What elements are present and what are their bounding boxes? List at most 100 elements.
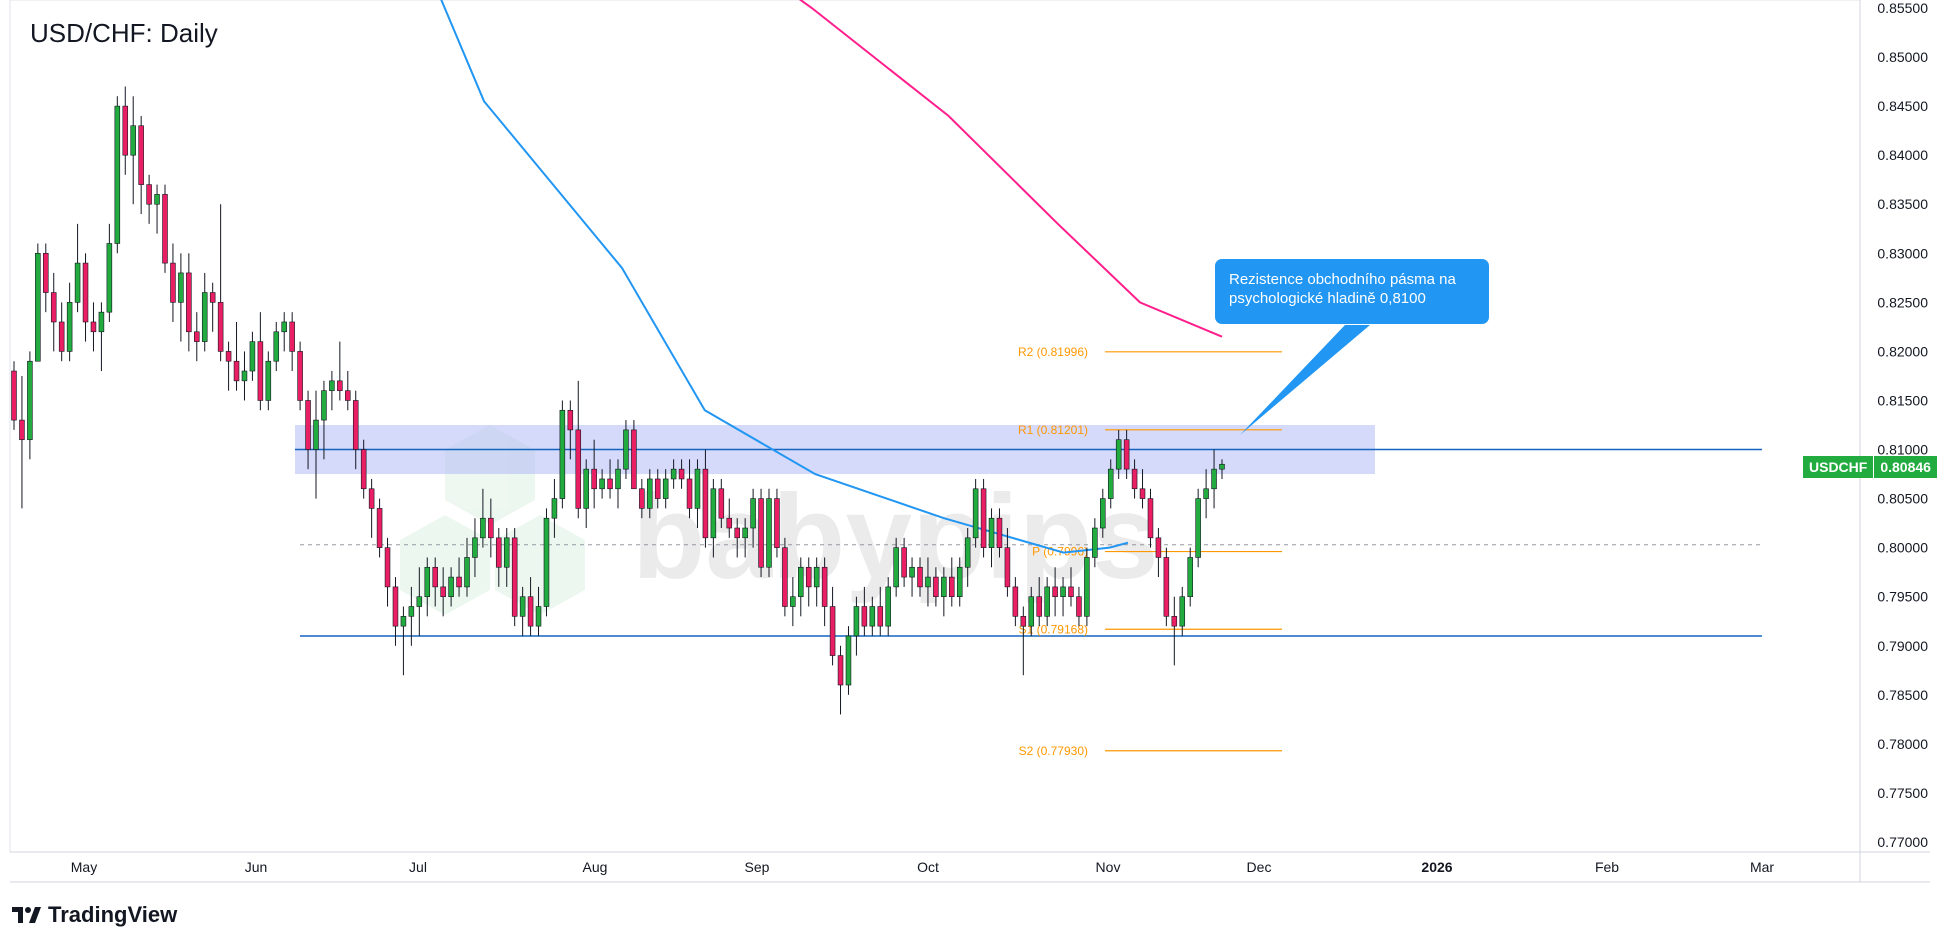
level-layer: R2 (0.81996)R1 (0.81201)P (0.7996)S1 (0.…: [295, 345, 1762, 758]
candle-body: [1147, 498, 1154, 539]
candle-body: [631, 429, 637, 490]
candle-body: [58, 321, 65, 352]
candle-body: [535, 606, 542, 627]
candle-body: [19, 419, 25, 441]
annotation-callout[interactable]: Rezistence obchodního pásma na psycholog…: [1215, 259, 1489, 324]
y-tick-label: 0.82000: [1877, 343, 1928, 359]
candle-body: [503, 537, 510, 568]
candle-body: [917, 566, 923, 588]
candle-body: [1107, 468, 1114, 499]
candle-body: [162, 194, 168, 264]
candle-body: [909, 566, 915, 578]
candle-body: [670, 468, 677, 480]
candle-body: [1044, 586, 1050, 617]
candle-body: [583, 468, 589, 509]
x-tick-label: Mar: [1750, 859, 1774, 875]
candle-body: [678, 468, 685, 480]
candle-body: [424, 566, 431, 598]
candle-layer: [11, 86, 1225, 715]
candle-body: [1060, 586, 1066, 598]
pivot-s1-label: S1 (0.79168): [1019, 622, 1088, 636]
candle-body: [321, 390, 327, 421]
candle-body: [639, 488, 645, 509]
y-tick-label: 0.77000: [1877, 834, 1928, 850]
candle-body: [384, 547, 391, 588]
candle-body: [186, 272, 192, 333]
candle-body: [1131, 468, 1138, 490]
candle-body: [456, 576, 462, 588]
candle-body: [821, 566, 828, 607]
candle-body: [170, 262, 176, 303]
candle-body: [996, 517, 1003, 548]
candle-body: [591, 468, 597, 490]
candle-body: [337, 380, 343, 391]
candle-body: [11, 370, 17, 421]
candle-body: [352, 400, 359, 450]
candle-body: [122, 105, 129, 156]
candle-body: [464, 557, 470, 588]
candle-body: [599, 478, 605, 490]
y-tick-label: 0.77500: [1877, 785, 1928, 801]
candle-body: [837, 655, 844, 686]
candle-body: [114, 105, 121, 244]
candle-body: [615, 468, 621, 490]
candle-body: [1068, 586, 1074, 598]
candle-body: [893, 547, 899, 588]
y-tick-label: 0.80000: [1877, 540, 1928, 556]
candle-body: [718, 488, 725, 519]
candle-body: [575, 429, 582, 509]
candle-body: [694, 468, 701, 509]
candle-body: [949, 576, 955, 598]
price-badge-value: 0.80846: [1873, 456, 1937, 478]
candle-body: [805, 566, 812, 588]
candle-body: [1211, 468, 1217, 490]
candle-body: [329, 380, 335, 391]
candle-body: [249, 341, 256, 372]
candle-body: [66, 302, 73, 352]
y-tick-label: 0.82500: [1877, 294, 1928, 310]
candle-body: [480, 517, 486, 539]
brand-name: TradingView: [48, 902, 178, 927]
candle-body: [35, 252, 41, 362]
candle-body: [392, 586, 399, 627]
candle-body: [511, 537, 518, 617]
candle-body: [901, 547, 907, 578]
candle-body: [623, 429, 629, 470]
candle-body: [734, 527, 740, 539]
candle-body: [106, 243, 113, 313]
candle-body: [146, 184, 152, 205]
tradingview-logo[interactable]: TradingView: [12, 902, 177, 928]
candle-body: [440, 586, 446, 598]
candle-body: [988, 517, 995, 548]
candle-body: [138, 125, 144, 185]
x-axis: May Jun Jul Aug Sep Oct Nov Dec 2026 Feb Mar: [71, 859, 1775, 875]
candle-body: [82, 262, 89, 323]
candle-body: [265, 360, 272, 401]
candle-body: [941, 576, 947, 598]
candle-body: [647, 478, 653, 509]
candle-body: [758, 498, 764, 568]
candle-body: [559, 409, 566, 499]
candle-body: [1012, 586, 1019, 617]
candle-body: [416, 596, 423, 607]
candle-body: [305, 400, 311, 450]
x-tick-label: Nov: [1096, 859, 1121, 875]
y-tick-label: 0.83000: [1877, 245, 1928, 261]
candle-body: [345, 390, 351, 401]
ma-slow-line: [798, 0, 1223, 338]
candle-body: [845, 635, 852, 686]
candle-body: [956, 566, 963, 598]
y-tick-label: 0.79000: [1877, 638, 1928, 654]
candle-body: [782, 547, 788, 607]
candle-body: [742, 527, 748, 539]
candle-body: [686, 478, 693, 509]
candle-body: [750, 498, 756, 529]
pivot-r1-label: R1 (0.81201): [1018, 423, 1088, 437]
y-tick-label: 0.83500: [1877, 196, 1928, 212]
candle-body: [1036, 596, 1042, 617]
candle-body: [50, 292, 57, 323]
candle-body: [154, 194, 160, 205]
x-tick-label: Jun: [245, 859, 268, 875]
candle-body: [472, 537, 478, 558]
